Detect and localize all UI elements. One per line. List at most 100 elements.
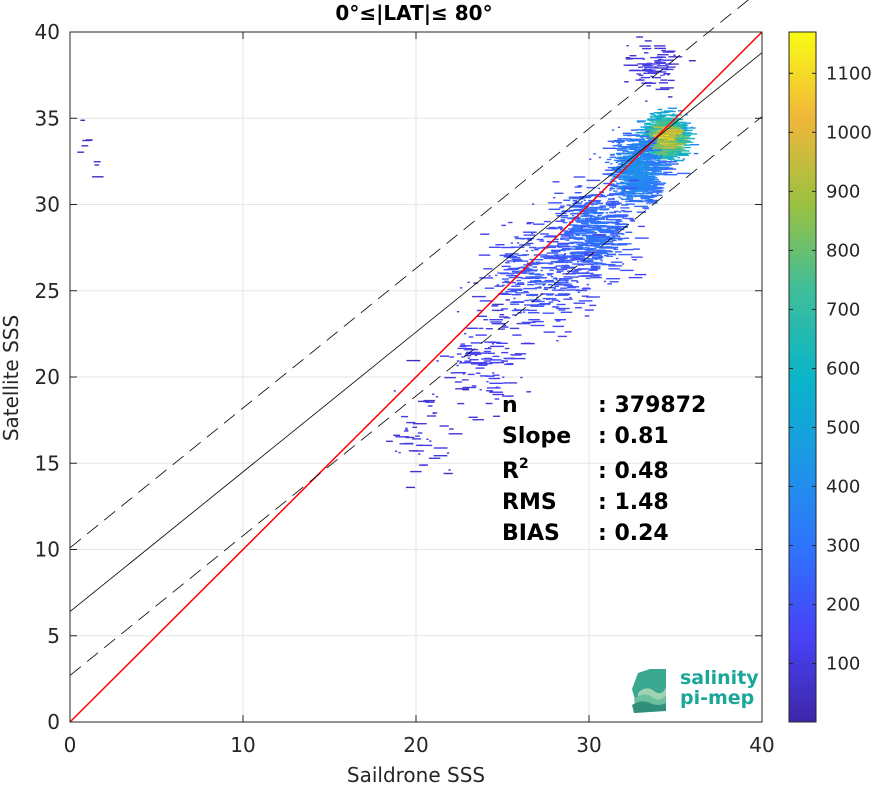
- heat-cell: [398, 451, 401, 454]
- y-tick-label: 30: [35, 193, 60, 217]
- colorbar-tick-label: 1000: [826, 122, 872, 143]
- heat-cell: [660, 154, 663, 157]
- heat-cell: [611, 129, 615, 131]
- heat-cell: [591, 256, 604, 258]
- heat-cell: [536, 296, 539, 298]
- heat-cell: [473, 282, 479, 284]
- heat-cell: [449, 428, 454, 430]
- heat-cell: [626, 144, 629, 146]
- heat-cell: [577, 264, 585, 266]
- heat-cell: [548, 208, 561, 210]
- heat-cell: [538, 286, 542, 288]
- heat-cell: [629, 162, 639, 164]
- heat-cell: [433, 455, 448, 457]
- heat-cell: [560, 238, 565, 240]
- heat-cell: [629, 165, 644, 168]
- heat-cell: [460, 287, 463, 289]
- heat-cell: [637, 63, 652, 65]
- heat-cell: [625, 57, 631, 59]
- heat-cell: [653, 126, 667, 129]
- heat-cell: [663, 161, 678, 163]
- heat-cell: [516, 260, 529, 262]
- heat-cell: [672, 113, 675, 115]
- heat-cell: [664, 148, 676, 150]
- heat-cell: [662, 51, 675, 53]
- heat-cell: [620, 162, 623, 164]
- heat-cell: [510, 289, 523, 291]
- heat-cell: [461, 356, 464, 358]
- heat-cell: [609, 281, 619, 283]
- heat-cell: [650, 194, 663, 196]
- heat-cell: [598, 156, 601, 159]
- heat-cell: [492, 374, 500, 376]
- heat-cell: [497, 272, 509, 274]
- heat-cell: [669, 130, 684, 133]
- heat-cell: [415, 435, 420, 437]
- heat-cell: [627, 173, 641, 175]
- heat-cell: [573, 245, 578, 248]
- heat-cell: [658, 129, 664, 131]
- heat-cell: [552, 325, 565, 328]
- heat-cell: [657, 161, 667, 163]
- heat-cell: [656, 125, 668, 127]
- stat-value-slope: : 0.81: [598, 424, 669, 449]
- heat-cell: [606, 194, 614, 196]
- heat-cell: [650, 114, 656, 116]
- heat-cell: [631, 148, 635, 150]
- heat-cell: [572, 200, 578, 202]
- heat-cell: [554, 319, 566, 321]
- heat-cell: [636, 73, 641, 75]
- heat-cell: [661, 143, 673, 146]
- heat-cell: [597, 215, 602, 217]
- heat-cell: [472, 295, 486, 298]
- heat-cell: [666, 50, 676, 52]
- heat-cell: [658, 135, 661, 137]
- heat-cell: [543, 236, 558, 238]
- heat-cell: [557, 244, 569, 246]
- heat-cell: [462, 347, 473, 350]
- heat-cell: [668, 143, 680, 146]
- heat-cell: [513, 297, 516, 300]
- heat-cell: [585, 202, 593, 204]
- heat-cell: [627, 151, 633, 153]
- heat-cell: [477, 315, 487, 317]
- heat-cell: [412, 450, 424, 452]
- heat-cell: [543, 331, 556, 333]
- heat-cell: [490, 321, 502, 323]
- heat-cell: [590, 210, 598, 212]
- heat-cell: [682, 158, 685, 160]
- heat-cell: [615, 216, 625, 218]
- heat-cell: [588, 229, 591, 231]
- heat-cell: [610, 183, 615, 185]
- heat-cell: [642, 168, 650, 170]
- heat-cell: [586, 271, 589, 273]
- heat-cell: [555, 307, 570, 310]
- heat-cell: [418, 453, 421, 455]
- heat-cell: [405, 436, 415, 439]
- heat-cell: [448, 469, 451, 471]
- heat-cell: [579, 196, 591, 198]
- heat-cell: [524, 299, 529, 302]
- heat-cell: [615, 220, 623, 222]
- heat-cell: [663, 151, 678, 154]
- heat-cell: [597, 195, 607, 198]
- heat-cell: [590, 194, 598, 196]
- heat-cell: [523, 269, 528, 272]
- heat-cell: [583, 253, 589, 255]
- heat-cell: [462, 373, 465, 375]
- heat-cell: [576, 224, 580, 227]
- heat-cell: [656, 115, 666, 117]
- heat-cell: [560, 257, 568, 260]
- heat-cell: [650, 147, 665, 150]
- heat-cell: [624, 165, 636, 168]
- heat-cell: [495, 274, 498, 277]
- heat-cell: [468, 416, 478, 418]
- heat-cell: [580, 263, 592, 265]
- heat-cell: [586, 179, 601, 182]
- heat-cell: [486, 390, 494, 392]
- heat-cell: [575, 289, 588, 292]
- heat-cell: [662, 74, 666, 76]
- heat-cell: [677, 147, 683, 150]
- heat-cell: [617, 138, 632, 140]
- heat-cell: [582, 287, 590, 289]
